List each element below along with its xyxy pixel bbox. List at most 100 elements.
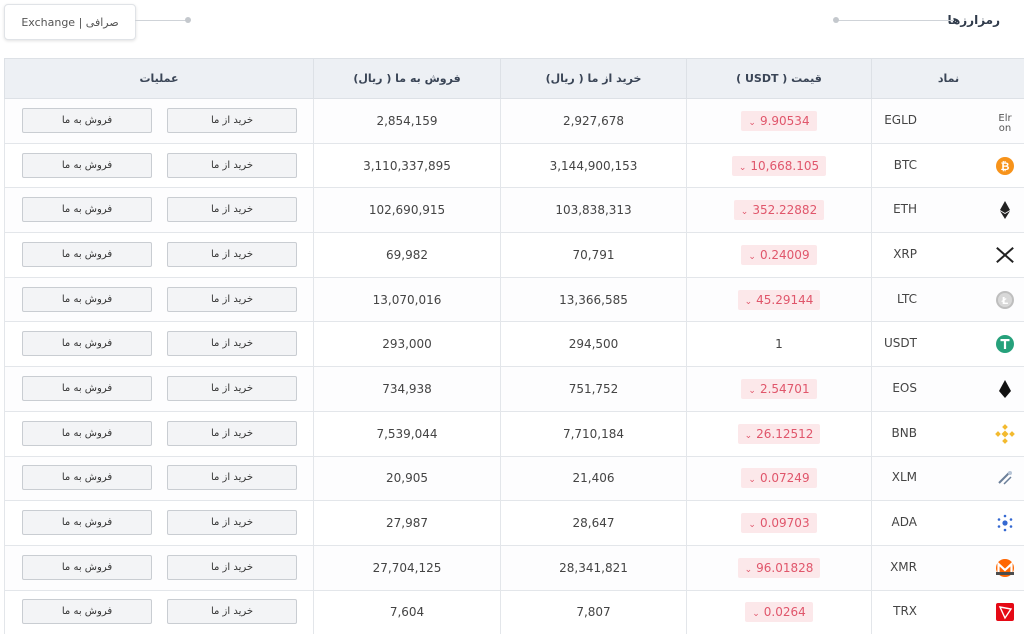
symbol-cell: ADA [871, 500, 1024, 546]
table-row: ETH ⌄ 352.22882 103,838,313 102,690,915 خ… [4, 187, 1024, 234]
col-price: قیمت ( USDT ) [686, 58, 872, 99]
buy-price-cell: 294,500 [500, 321, 687, 368]
monero-icon [995, 558, 1015, 578]
top-header: رمزارزها صرافی | Exchange [0, 0, 1024, 48]
price-cell: ⌄ 96.01828 [686, 544, 872, 591]
buy-button[interactable]: خرید از ما [167, 241, 297, 267]
buy-price: 3,144,900,153 [549, 158, 638, 173]
buy-price-cell: 3,144,900,153 [500, 142, 687, 189]
sell-price: 293,000 [382, 337, 432, 352]
sell-button[interactable]: فروش به ما [22, 599, 152, 625]
sell-button[interactable]: فروش به ما [22, 331, 152, 357]
table-row: USDT 1 294,500 293,000 خرید از ما فروش ب… [4, 321, 1024, 368]
exchange-tab[interactable]: صرافی | Exchange [4, 4, 136, 40]
chevron-down-icon: ⌄ [752, 609, 760, 620]
buy-price-cell: 28,647 [500, 500, 687, 546]
buy-price: 7,807 [576, 605, 611, 620]
symbol-cell: TRX [871, 589, 1024, 634]
buy-price: 70,791 [572, 247, 615, 262]
price-value: 2.54701 [759, 381, 810, 396]
sell-price-cell: 69,982 [313, 232, 501, 278]
buy-price: 7,710,184 [562, 426, 625, 441]
buy-price-cell: 21,406 [500, 455, 687, 502]
col-buy: خرید از ما ( ریال) [500, 58, 687, 99]
page-title: رمزارزها [947, 13, 1000, 27]
price-badge: ⌄ 10,668.105 [731, 155, 827, 176]
sell-price-cell: 27,987 [313, 500, 501, 546]
price-badge: ⌄ 0.07249 [741, 468, 817, 489]
sell-price-cell: 13,070,016 [313, 276, 501, 323]
tab-divider [135, 20, 187, 21]
buy-button[interactable]: خرید از ما [167, 510, 297, 536]
price-badge: ⌄ 2.54701 [741, 378, 817, 399]
sell-button[interactable]: فروش به ما [22, 510, 152, 536]
sell-button[interactable]: فروش به ما [22, 197, 152, 223]
sell-price-cell: 734,938 [313, 366, 501, 412]
sell-button[interactable]: فروش به ما [22, 241, 152, 267]
buy-button[interactable]: خرید از ما [167, 331, 297, 357]
buy-button[interactable]: خرید از ما [167, 152, 297, 178]
price-badge: ⌄ 9.90534 [741, 110, 817, 131]
symbol-cell: ETH [871, 187, 1024, 234]
symbol-name: BNB [891, 425, 917, 440]
sell-button[interactable]: فروش به ما [22, 286, 152, 312]
symbol-cell: Elr on EGLD [871, 98, 1024, 144]
price-value: 26.12512 [756, 426, 814, 441]
col-sell: فروش به ما ( ریال) [313, 58, 501, 99]
buy-button[interactable]: خرید از ما [167, 197, 297, 223]
symbol-name: ADA [891, 515, 917, 530]
symbol-name: EGLD [884, 112, 917, 127]
sell-price: 7,539,044 [376, 426, 438, 441]
price-cell: ⌄ 0.0264 [686, 589, 872, 634]
buy-button[interactable]: خرید از ما [167, 107, 297, 133]
buy-button[interactable]: خرید از ما [167, 554, 297, 580]
stellar-icon [995, 468, 1015, 488]
symbol-name: XMR [890, 559, 917, 574]
price-value: 0.24009 [759, 247, 810, 262]
sell-button[interactable]: فروش به ما [22, 554, 152, 580]
operations-cell: خرید از ما فروش به ما [4, 276, 314, 323]
table-row: BNB ⌄ 26.12512 7,710,184 7,539,044 خرید ا… [4, 410, 1024, 457]
sell-price-cell: 7,604 [313, 589, 501, 634]
chevron-down-icon: ⌄ [748, 385, 756, 396]
sell-button[interactable]: فروش به ما [22, 107, 152, 133]
chevron-down-icon: ⌄ [744, 296, 753, 307]
crypto-table: نماد قیمت ( USDT ) خرید از ما ( ریال) فر… [4, 58, 1024, 634]
price-badge: ⌄ 0.24009 [741, 244, 817, 265]
buy-button[interactable]: خرید از ما [167, 286, 297, 312]
sell-price: 27,704,125 [372, 560, 442, 575]
buy-price: 751,752 [568, 381, 619, 396]
buy-price: 103,838,313 [555, 203, 632, 218]
price-value: 9.90534 [759, 113, 810, 128]
sell-price: 13,070,016 [372, 292, 442, 307]
buy-button[interactable]: خرید از ما [167, 375, 297, 401]
sell-button[interactable]: فروش به ما [22, 465, 152, 491]
operations-cell: خرید از ما فروش به ما [4, 187, 314, 234]
svg-text:Ł: Ł [1001, 296, 1009, 307]
price-cell: ⌄ 9.90534 [686, 98, 872, 144]
price-badge: ⌄ 0.09703 [741, 513, 817, 534]
buy-price-cell: 13,366,585 [500, 276, 687, 323]
operations-cell: خرید از ما فروش به ما [4, 366, 314, 412]
symbol-cell: ₿ BTC [871, 142, 1024, 189]
price-badge: ⌄ 45.29144 [737, 289, 821, 310]
buy-button[interactable]: خرید از ما [167, 465, 297, 491]
chevron-down-icon: ⌄ [748, 251, 756, 262]
buy-price-cell: 7,710,184 [500, 410, 687, 457]
operations-cell: خرید از ما فروش به ما [4, 455, 314, 502]
chevron-down-icon: ⌄ [748, 117, 756, 128]
sell-price-cell: 2,854,159 [313, 98, 501, 144]
col-ops: عملیات [4, 58, 314, 99]
bitcoin-icon: ₿ [995, 156, 1015, 176]
price-badge: ⌄ 352.22882 [733, 200, 825, 221]
buy-price: 2,927,678 [562, 113, 625, 128]
sell-button[interactable]: فروش به ما [22, 420, 152, 446]
sell-button[interactable]: فروش به ما [22, 152, 152, 178]
buy-button[interactable]: خرید از ما [167, 599, 297, 625]
col-symbol: نماد [871, 58, 1024, 99]
buy-button[interactable]: خرید از ما [167, 420, 297, 446]
xrp-icon [995, 245, 1015, 265]
sell-button[interactable]: فروش به ما [22, 375, 152, 401]
symbol-name: TRX [893, 604, 917, 619]
buy-price-cell: 7,807 [500, 589, 687, 634]
